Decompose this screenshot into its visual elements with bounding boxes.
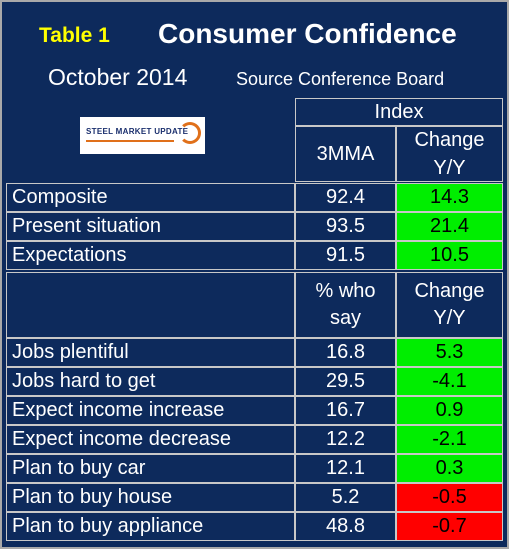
change-header-line2: Y/Y: [433, 157, 466, 179]
pct-header-line2: say: [329, 307, 362, 329]
pct-header-line1: % who: [315, 280, 376, 302]
row-change: -0.5: [396, 483, 503, 512]
row-value: 48.8: [295, 512, 396, 541]
row-value: 12.1: [295, 454, 396, 483]
row-value: 92.4: [295, 183, 396, 212]
row-label: Expect income increase: [6, 396, 295, 425]
row-label: Jobs plentiful: [6, 338, 295, 367]
change-header-line1: Change: [414, 129, 485, 151]
row-label: Plan to buy car: [6, 454, 295, 483]
row-label: Plan to buy appliance: [6, 512, 295, 541]
logo-arc-icon: [179, 122, 201, 144]
col-change-header: Change Y/Y: [396, 126, 503, 182]
row-change: 10.5: [396, 241, 503, 270]
row-change: -4.1: [396, 367, 503, 396]
row-value: 16.7: [295, 396, 396, 425]
row-change: 0.9: [396, 396, 503, 425]
row-value: 93.5: [295, 212, 396, 241]
source-note: Source Conference Board: [236, 69, 445, 89]
row-change: -2.1: [396, 425, 503, 454]
row-value: 91.5: [295, 241, 396, 270]
row-value: 16.8: [295, 338, 396, 367]
row-label: Plan to buy house: [6, 483, 295, 512]
logo-text: STEEL MARKET UPDATE: [86, 127, 189, 136]
row-label: Composite: [6, 183, 295, 212]
table-number: Table 1: [39, 24, 110, 47]
row-label: Expectations: [6, 241, 295, 270]
row-change: -0.7: [396, 512, 503, 541]
row-change: 0.3: [396, 454, 503, 483]
row-change: 21.4: [396, 212, 503, 241]
row-value: 29.5: [295, 367, 396, 396]
row-change: 5.3: [396, 338, 503, 367]
row-label: Jobs hard to get: [6, 367, 295, 396]
col-change2-header: Change Y/Y: [396, 272, 503, 338]
row-label: Present situation: [6, 212, 295, 241]
steel-market-update-logo: STEEL MARKET UPDATE: [80, 117, 205, 154]
row-value: 5.2: [295, 483, 396, 512]
row-value: 12.2: [295, 425, 396, 454]
index-group-header: Index: [295, 98, 503, 126]
change2-header-line1: Change: [414, 280, 485, 302]
col-pct-header: % who say: [295, 272, 396, 338]
report-date: October 2014: [48, 64, 188, 90]
row-change: 14.3: [396, 183, 503, 212]
col-3mma-header: 3MMA: [295, 126, 396, 182]
page-title: Consumer Confidence: [158, 18, 457, 49]
logo-underline: [86, 140, 174, 142]
change2-header-line2: Y/Y: [433, 307, 466, 329]
row-label: Expect income decrease: [6, 425, 295, 454]
section2-header-spacer: [6, 272, 295, 338]
